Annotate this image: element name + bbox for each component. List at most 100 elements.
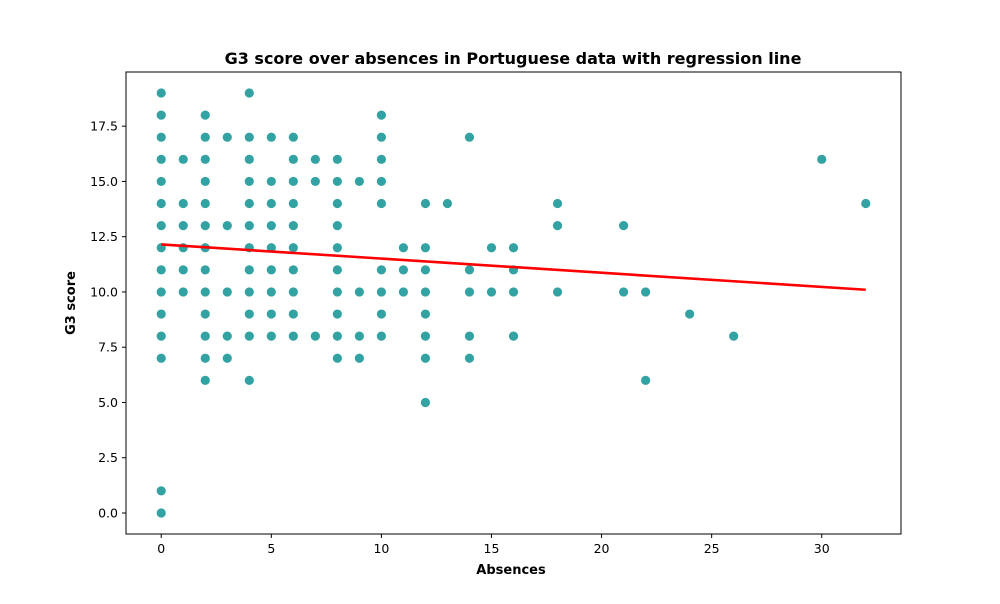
scatter-point xyxy=(244,265,254,275)
scatter-point xyxy=(244,287,254,297)
scatter-point xyxy=(310,154,320,164)
scatter-point xyxy=(200,331,210,341)
scatter-point xyxy=(398,287,409,297)
scatter-point xyxy=(420,353,431,363)
scatter-point xyxy=(156,508,166,518)
scatter-point xyxy=(244,309,254,319)
scatter-point xyxy=(288,176,298,187)
scatter-point xyxy=(200,287,210,297)
scatter-point xyxy=(376,287,386,297)
scatter-point xyxy=(200,198,210,209)
scatter-point xyxy=(288,221,298,231)
y-tick-label: 7.5 xyxy=(98,340,118,355)
scatter-point xyxy=(156,287,166,297)
scatter-point xyxy=(376,176,386,187)
scatter-point xyxy=(618,221,629,231)
scatter-point xyxy=(266,309,276,319)
scatter-point xyxy=(200,132,210,142)
y-tick-label: 5.0 xyxy=(98,395,118,410)
scatter-point xyxy=(354,176,364,187)
scatter-point xyxy=(244,375,254,385)
scatter-point xyxy=(266,331,276,341)
scatter-point xyxy=(376,132,386,142)
x-tick-label: 30 xyxy=(814,541,830,556)
scatter-point xyxy=(508,287,519,297)
scatter-point xyxy=(200,375,210,385)
scatter-point xyxy=(266,221,276,231)
scatter-point xyxy=(156,486,166,496)
x-tick-label: 15 xyxy=(484,541,500,556)
scatter-point xyxy=(817,154,827,164)
plot-area-frame xyxy=(125,71,902,535)
scatter-point xyxy=(222,221,232,231)
scatter-point xyxy=(310,331,320,341)
scatter-point xyxy=(244,132,254,142)
scatter-point xyxy=(332,309,342,319)
scatter-point xyxy=(200,221,210,231)
y-tick-label: 15.0 xyxy=(90,174,118,189)
y-tick-label: 2.5 xyxy=(98,450,118,465)
scatter-point xyxy=(464,353,475,363)
scatter-point xyxy=(354,331,364,341)
scatter-point xyxy=(508,243,519,253)
scatter-point xyxy=(486,287,497,297)
scatter-point xyxy=(486,243,497,253)
scatter-point xyxy=(266,243,276,253)
scatter-point xyxy=(178,198,188,209)
scatter-point xyxy=(420,309,431,319)
scatter-point xyxy=(156,176,166,187)
scatter-point xyxy=(332,287,342,297)
scatter-point xyxy=(178,265,188,275)
x-tick-label: 25 xyxy=(704,541,720,556)
scatter-point xyxy=(244,331,254,341)
scatter-point xyxy=(332,221,342,231)
scatter-point xyxy=(332,353,342,363)
scatter-point xyxy=(244,154,254,164)
scatter-point xyxy=(222,331,232,341)
scatter-point xyxy=(552,287,563,297)
scatter-point xyxy=(376,198,386,209)
y-axis-ticks: 0.0 2.5 5.0 7.5 10.0 12.5 15.0 17.5 xyxy=(90,119,126,521)
scatter-point xyxy=(420,243,431,253)
scatter-point xyxy=(376,154,386,164)
scatter-point xyxy=(156,88,166,98)
scatter-point xyxy=(729,331,739,341)
scatter-point xyxy=(266,287,276,297)
scatter-point xyxy=(156,309,166,319)
scatter-point xyxy=(376,110,386,120)
scatter-point xyxy=(288,287,298,297)
scatter-point xyxy=(200,154,210,164)
scatter-point xyxy=(266,265,276,275)
scatter-point xyxy=(156,154,166,164)
scatter-point xyxy=(244,176,254,187)
scatter-point xyxy=(178,154,188,164)
scatter-point xyxy=(420,397,431,408)
scatter-point xyxy=(288,265,298,275)
scatter-point xyxy=(464,287,475,297)
scatter-point xyxy=(244,221,254,231)
chart-title: G3 score over absences in Portuguese dat… xyxy=(225,49,802,68)
scatter-point xyxy=(178,221,188,231)
scatter-point xyxy=(420,265,431,275)
x-tick-label: 10 xyxy=(373,541,389,556)
scatter-point xyxy=(310,176,320,187)
scatter-point xyxy=(508,331,519,341)
y-tick-label: 0.0 xyxy=(98,506,118,521)
scatter-point xyxy=(641,375,651,385)
scatter-point xyxy=(288,198,298,209)
scatter-point xyxy=(332,331,342,341)
scatter-point xyxy=(288,243,298,253)
scatter-point xyxy=(200,309,210,319)
scatter-point xyxy=(398,243,409,253)
scatter-point xyxy=(398,265,409,275)
x-tick-label: 5 xyxy=(267,541,275,556)
scatter-point xyxy=(222,353,232,363)
scatter-point xyxy=(200,265,210,275)
scatter-point xyxy=(618,287,629,297)
scatter-point xyxy=(200,110,210,120)
x-axis-ticks: 0 5 10 15 20 25 30 xyxy=(157,534,830,556)
scatter-point xyxy=(156,353,166,363)
